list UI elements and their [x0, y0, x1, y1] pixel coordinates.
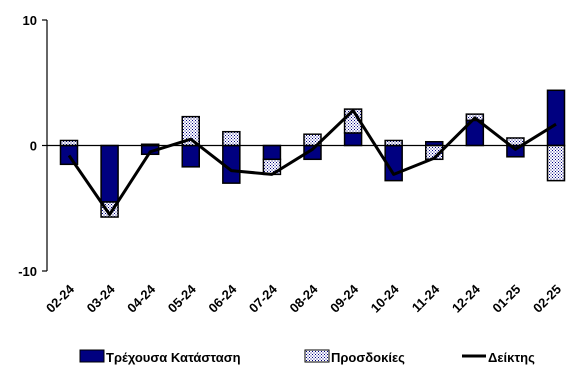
x-tick-label: 05-24 [165, 281, 200, 316]
legend-swatch-expectations [304, 349, 330, 363]
x-tick-label: 12-24 [449, 281, 484, 316]
bar-current-situation [546, 89, 566, 147]
bar-expectations [59, 139, 79, 147]
bar-current-situation [181, 144, 200, 168]
x-tick-labels: 02-24 03-24 04-24 05-24 06-24 07-24 08-24 09-24… [43, 281, 564, 316]
bar-expectations [384, 139, 403, 147]
plot-area: 10 0 -10 02-24 03-24 04-24 05-24 06-24 07-24 08-… [18, 13, 566, 316]
x-tick-label: 06-24 [205, 281, 240, 316]
x-tick-label: 03-24 [84, 281, 119, 316]
bar-current-situation [262, 144, 282, 161]
x-tick-label: 07-24 [246, 281, 281, 316]
x-tick-label: 11-24 [409, 281, 443, 315]
legend-label-current-situation: Τρέχουσα Κατάσταση [106, 350, 241, 365]
legend-label-index: Δείκτης [488, 350, 535, 365]
x-tick-label: 08-24 [287, 281, 322, 316]
x-tick-label: 01-25 [489, 282, 523, 316]
legend-swatch-current-situation [79, 349, 105, 363]
x-tick-label: 02-24 [43, 281, 78, 316]
bar-current-situation [343, 132, 363, 147]
bar-expectations [222, 130, 241, 147]
legend-label-expectations: Προσδοκίες [331, 350, 405, 365]
x-tick-label: 04-24 [124, 281, 159, 316]
line-series-index [67, 108, 557, 216]
bars [59, 89, 566, 218]
bar-expectations [546, 144, 566, 182]
bar-current-situation [100, 144, 119, 203]
y-ticks: 10 0 -10 [18, 13, 47, 279]
y-tick-label: 0 [30, 139, 37, 154]
legend: Τρέχουσα Κατάσταση Προσδοκίες Δείκτης [79, 349, 535, 365]
x-tick-label: 02-25 [530, 282, 564, 316]
y-tick-label: -10 [18, 264, 37, 279]
x-tick-label: 10-24 [368, 281, 403, 316]
y-tick-label: 10 [23, 13, 37, 28]
x-tick-label: 09-24 [327, 281, 362, 316]
